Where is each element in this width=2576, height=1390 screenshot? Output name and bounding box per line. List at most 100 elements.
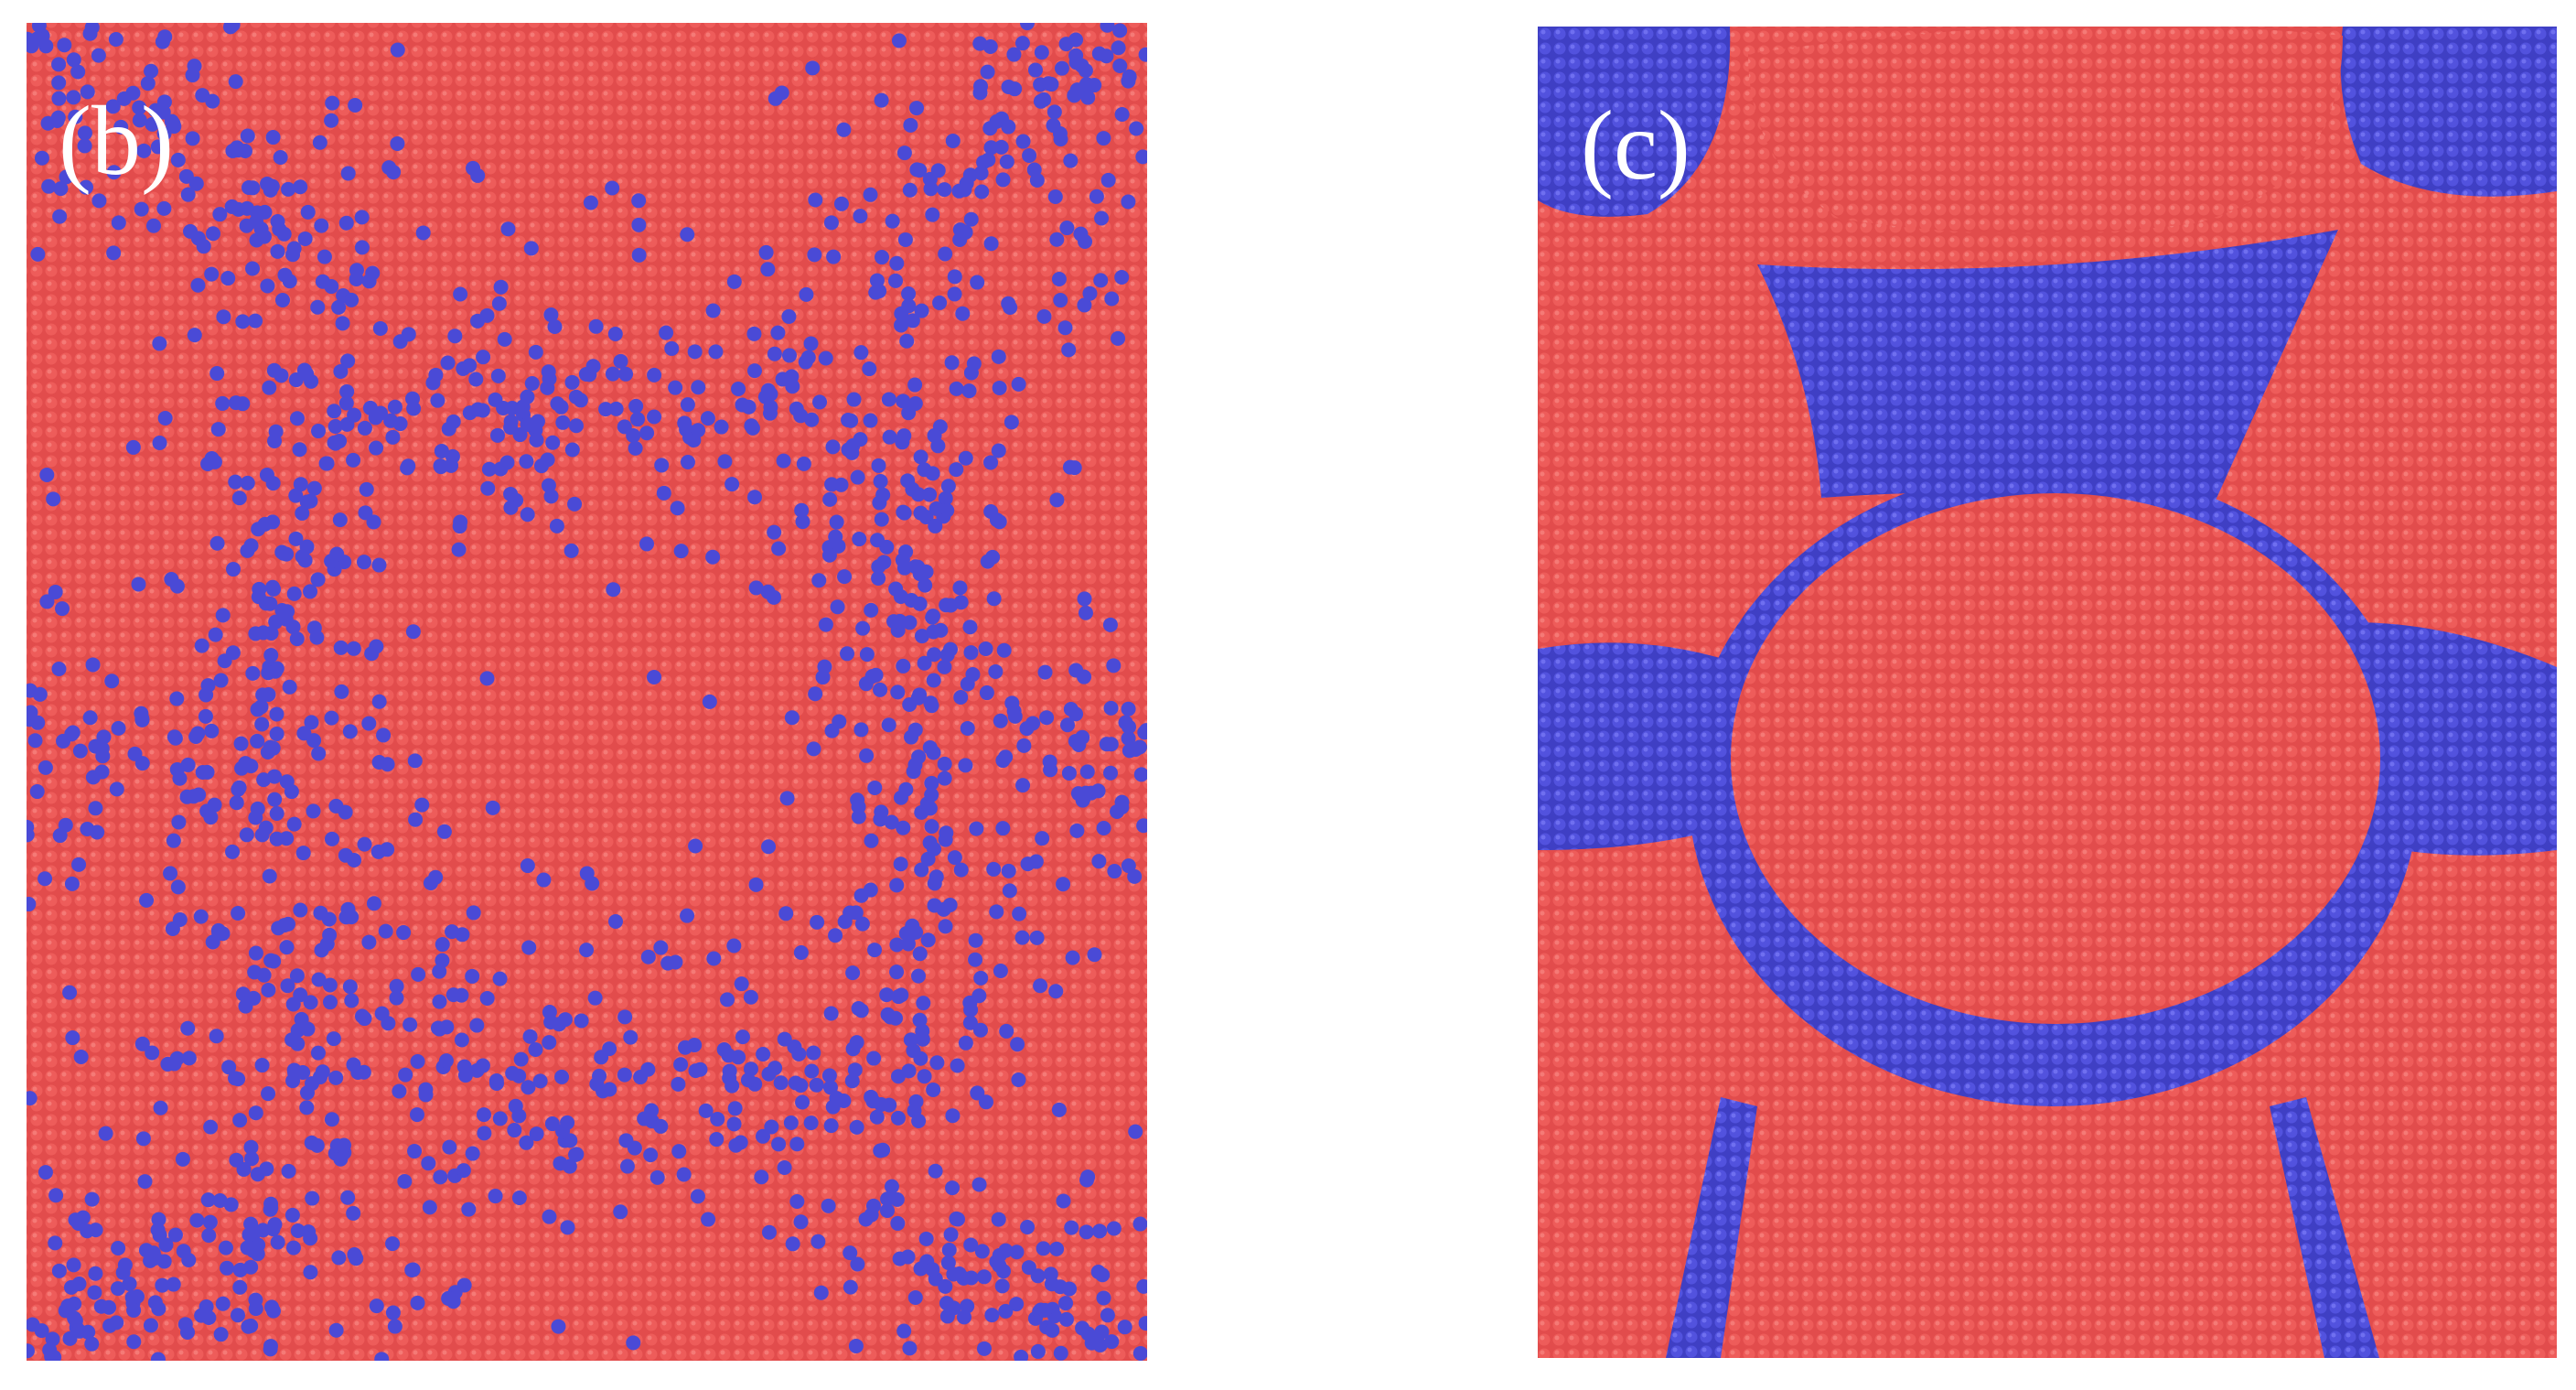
solute-atom <box>134 706 149 721</box>
solute-atom <box>38 871 53 887</box>
solute-atom <box>248 945 263 961</box>
solute-atom <box>505 1065 521 1081</box>
blue-region <box>1538 27 1731 217</box>
solute-atom <box>862 361 877 377</box>
solute-atom <box>1128 741 1143 757</box>
solute-atom <box>215 608 231 623</box>
solute-atom <box>409 1107 424 1123</box>
solute-atom <box>157 29 173 45</box>
solute-atom <box>993 111 1009 126</box>
solute-atom <box>167 1227 183 1243</box>
solute-atom <box>335 316 350 331</box>
solute-atom <box>961 383 977 399</box>
solute-atom <box>231 1072 246 1087</box>
solute-atom <box>529 1126 544 1142</box>
solute-atom <box>295 1064 311 1080</box>
solute-atom <box>717 454 733 469</box>
solute-atom <box>1111 40 1126 56</box>
solute-atom <box>328 1070 344 1085</box>
solute-atom <box>761 1224 777 1240</box>
solute-atom <box>372 320 388 336</box>
solute-atom <box>889 878 905 893</box>
solute-atom <box>874 512 889 527</box>
solute-atom <box>248 313 263 329</box>
solute-atom <box>691 423 706 438</box>
solute-atom <box>993 713 1008 728</box>
solute-atom <box>508 1098 523 1114</box>
solute-atom <box>1112 23 1128 38</box>
solute-atom <box>902 1341 918 1356</box>
solute-atom <box>1003 299 1018 315</box>
solute-atom <box>1056 1193 1071 1209</box>
solute-atom <box>369 1298 384 1314</box>
solute-atom <box>647 367 662 383</box>
solute-atom <box>911 968 927 984</box>
solute-atom <box>476 1107 491 1123</box>
solute-atom <box>270 1234 285 1250</box>
solute-atom <box>210 922 226 938</box>
solute-atom <box>892 1251 907 1266</box>
solute-atom <box>362 400 378 415</box>
solute-atom <box>829 514 844 530</box>
solute-atom <box>410 1295 425 1310</box>
solute-atom <box>273 150 288 166</box>
solute-atom <box>206 226 221 242</box>
solute-atom <box>660 955 676 971</box>
solute-atom <box>324 1112 339 1127</box>
solute-atom <box>225 23 241 32</box>
solute-atom <box>938 832 953 847</box>
solute-atom <box>220 1260 235 1276</box>
solute-atom <box>810 914 825 930</box>
solute-atom <box>346 1205 361 1221</box>
solute-atom <box>989 904 1004 920</box>
solute-atom <box>456 1163 471 1179</box>
solute-atom <box>726 938 742 954</box>
solute-atom <box>659 325 674 340</box>
solute-atom <box>503 500 519 515</box>
solute-atom <box>984 1308 1000 1323</box>
solute-atom <box>891 33 907 48</box>
solute-atom <box>361 716 377 731</box>
solute-atom <box>841 442 856 458</box>
solute-atom <box>500 221 516 237</box>
solute-atom <box>1078 233 1093 249</box>
solute-atom <box>231 905 246 921</box>
solute-atom <box>785 1236 800 1252</box>
solute-atom <box>30 246 46 262</box>
solute-atom <box>770 325 786 340</box>
solute-atom <box>976 1341 992 1356</box>
solute-atom <box>324 554 339 569</box>
solute-atom <box>708 344 724 360</box>
solute-atom <box>989 512 1004 528</box>
solute-atom <box>1065 950 1080 965</box>
solute-atom <box>155 1277 170 1293</box>
solute-atom <box>899 333 915 349</box>
solute-atom <box>998 1303 1014 1319</box>
solute-atom <box>536 872 552 888</box>
solute-atom <box>1001 79 1016 94</box>
solute-atom <box>405 391 421 406</box>
solute-atom <box>907 395 923 411</box>
solute-atom <box>38 38 54 54</box>
solute-atom <box>995 753 1011 769</box>
solute-atom <box>1020 857 1036 872</box>
solute-atom <box>299 1100 315 1115</box>
solute-atom <box>1079 1224 1094 1240</box>
solute-atom <box>200 1192 216 1208</box>
solute-atom <box>623 1029 639 1045</box>
solute-atom <box>950 1058 965 1073</box>
solute-atom <box>256 772 272 788</box>
solute-atom <box>125 439 141 455</box>
solute-atom <box>971 988 987 1004</box>
solute-atom <box>1004 695 1020 711</box>
solute-atom <box>1078 605 1093 620</box>
solute-atom <box>912 687 928 703</box>
solute-atom <box>560 1115 575 1130</box>
solute-atom <box>824 723 840 738</box>
solute-atom <box>144 63 159 79</box>
solute-atom <box>311 424 327 439</box>
solute-atom <box>1132 1216 1147 1232</box>
solute-atom <box>255 1223 271 1238</box>
solute-atom <box>85 770 101 785</box>
